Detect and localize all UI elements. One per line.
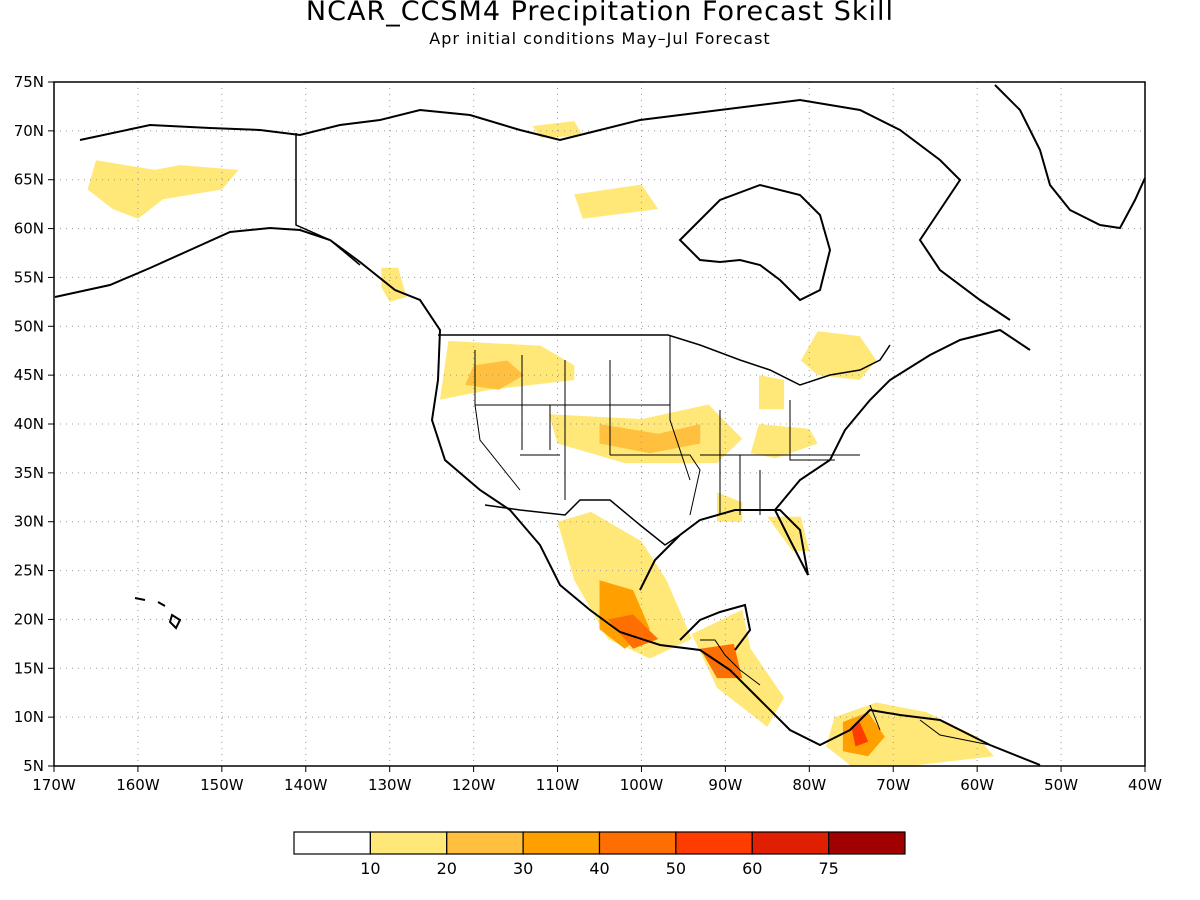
longitude-ticks: 170W 160W 150W 140W 130W 120W 110W 100W 90W 80W 70… (32, 766, 1162, 794)
alaska-canada-border (295, 133, 361, 266)
skill-region-central-plains-core (599, 424, 701, 454)
lon-tick-label: 90W (708, 776, 742, 794)
lat-tick-label: 25N (14, 562, 44, 580)
axes: 170W 160W 150W 140W 130W 120W 110W 100W 90W 80W 70… (14, 73, 1162, 794)
colorbar-label: 10 (360, 859, 380, 878)
skill-region-venezuela-red (851, 722, 869, 747)
lat-tick-label: 45N (14, 366, 44, 384)
latitude-ticks: 75N 70N 65N 60N 55N 50N 45N 40N 35N 30N 25N 20N 15N 1… (14, 73, 54, 775)
lat-tick-label: 20N (14, 610, 44, 628)
lat-tick-label: 5N (23, 757, 44, 775)
skill-region-ohio-valley (750, 424, 818, 459)
lat-tick-label: 60N (14, 220, 44, 238)
central-america-borders (700, 639, 991, 746)
lat-tick-label: 10N (14, 708, 44, 726)
lon-tick-label: 140W (284, 776, 328, 794)
lon-tick-label: 100W (620, 776, 664, 794)
hudson-bay-coastline (678, 183, 832, 302)
skill-region-quebec (800, 331, 877, 380)
map-subtitle: Apr initial conditions May–Jul Forecast (429, 29, 771, 48)
lon-tick-label: 150W (200, 776, 244, 794)
skill-shading-layer (87, 121, 994, 766)
yucatan-coastline (679, 603, 752, 651)
lat-tick-label: 50N (14, 317, 44, 335)
lon-tick-label: 60W (960, 776, 994, 794)
lon-tick-label: 50W (1044, 776, 1078, 794)
gridlines (54, 82, 1145, 766)
colorbar-legend: 10 20 30 40 50 60 75 (293, 831, 906, 878)
gulf-coastline (639, 328, 1031, 591)
lat-tick-label: 75N (14, 73, 44, 91)
colorbar-labels: 10 20 30 40 50 60 75 (360, 859, 839, 878)
colorbar-box (598, 831, 677, 855)
skill-region-pacific-nw-core (465, 360, 524, 390)
lon-tick-label: 70W (876, 776, 910, 794)
colorbar-box (369, 831, 448, 855)
lon-tick-label: 80W (792, 776, 826, 794)
colorbar-label: 30 (513, 859, 533, 878)
skill-region-mexico-west (557, 511, 692, 659)
lon-tick-label: 130W (368, 776, 412, 794)
colorbar-label: 20 (437, 859, 457, 878)
lat-tick-label: 15N (14, 659, 44, 677)
colorbar-label: 75 (818, 859, 838, 878)
skill-region-central-america-core (700, 643, 743, 679)
colorbar-label: 40 (589, 859, 609, 878)
lon-tick-label: 120W (452, 776, 496, 794)
colorbar-box (293, 831, 371, 855)
lat-tick-label: 70N (14, 122, 44, 140)
hawaii-coastline (134, 597, 182, 630)
us-state-borders (474, 335, 860, 516)
lat-tick-label: 55N (14, 268, 44, 286)
lat-tick-label: 30N (14, 513, 44, 531)
political-borders (295, 133, 991, 746)
lon-tick-label: 40W (1128, 776, 1162, 794)
lat-tick-label: 65N (14, 171, 44, 189)
map-title: NCAR_CCSM4 Precipitation Forecast Skill (305, 0, 895, 27)
lon-tick-label: 110W (536, 776, 580, 794)
colorbar-box (675, 831, 753, 855)
colorbar-box (751, 831, 830, 855)
skill-region-hudson-area (574, 184, 659, 219)
skill-region-michigan (759, 375, 785, 410)
lon-tick-label: 160W (116, 776, 160, 794)
colorbar-label: 60 (742, 859, 762, 878)
colorbar-box (522, 831, 601, 855)
colorbar-box (828, 831, 906, 855)
colorbar-box (446, 831, 524, 855)
skill-region-florida (767, 516, 810, 551)
skill-region-alaska (87, 160, 239, 219)
skill-region-yukon-bc-coast (381, 267, 407, 302)
skill-region-arctic-islands (532, 121, 583, 138)
greenland-coastline (994, 84, 1146, 230)
lat-tick-label: 35N (14, 464, 44, 482)
north-america-coastline (54, 226, 1041, 766)
coastlines (54, 84, 1146, 766)
plot-area (53, 81, 1146, 767)
lon-tick-label: 170W (32, 776, 76, 794)
lat-tick-label: 40N (14, 415, 44, 433)
colorbar-label: 50 (666, 859, 686, 878)
arctic-coastline (79, 98, 1011, 321)
us-mexico-border (484, 499, 681, 546)
us-canada-border (438, 334, 891, 386)
colorbar-boxes (293, 831, 906, 855)
